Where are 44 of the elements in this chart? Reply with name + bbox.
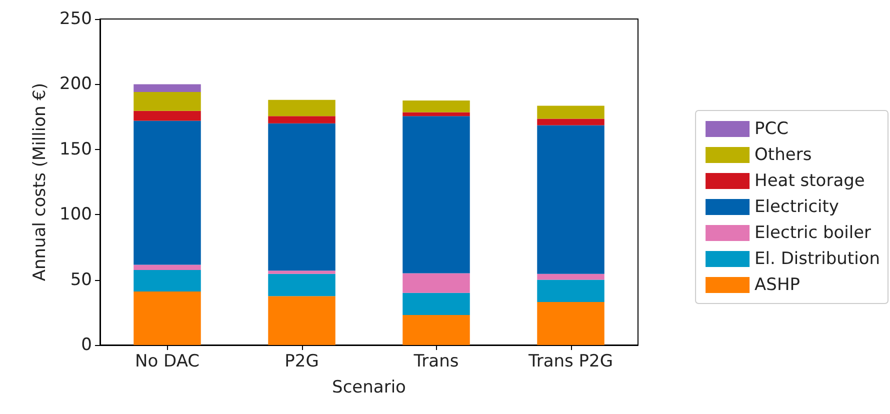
bar xyxy=(402,273,470,293)
y-tick-label: 200 xyxy=(60,74,92,94)
legend-label: ASHP xyxy=(754,275,800,295)
legend-label: Electric boiler xyxy=(754,223,872,243)
legend-label: Heat storage xyxy=(754,171,865,191)
legend-label: El. Distribution xyxy=(754,249,880,269)
bar xyxy=(537,106,604,119)
bar xyxy=(134,292,201,345)
y-tick-label: 0 xyxy=(81,335,92,355)
bar xyxy=(134,270,201,292)
y-tick-label: 150 xyxy=(60,139,92,160)
bar xyxy=(537,118,604,126)
bar xyxy=(134,120,201,265)
x-tick-label: Trans xyxy=(412,352,459,372)
y-tick-label: 100 xyxy=(60,204,92,225)
x-tick-label: No DAC xyxy=(134,352,200,372)
x-axis-title: Scenario xyxy=(332,378,406,398)
y-axis-title: Annual costs (Million €) xyxy=(30,82,50,282)
bar xyxy=(402,292,470,316)
legend-label: Others xyxy=(754,145,812,165)
y-tick-label: 50 xyxy=(70,270,92,290)
bar xyxy=(537,125,604,274)
legend-label: Electricity xyxy=(754,197,840,217)
bar xyxy=(268,270,336,274)
bar xyxy=(537,302,604,345)
bar xyxy=(402,116,470,274)
bar xyxy=(134,84,201,92)
legend-label: PCC xyxy=(754,119,789,139)
bar xyxy=(537,280,604,302)
y-tick-label: 250 xyxy=(60,9,92,29)
bar xyxy=(402,100,470,112)
bar xyxy=(268,274,336,296)
bar xyxy=(268,116,336,124)
bar xyxy=(268,123,336,271)
x-tick-label: Trans P2G xyxy=(527,352,614,372)
bar xyxy=(402,112,470,116)
bar xyxy=(268,296,336,345)
bar xyxy=(537,274,604,280)
bar xyxy=(134,110,201,121)
bar xyxy=(134,264,201,270)
bar xyxy=(268,100,336,116)
bar xyxy=(402,315,470,345)
x-tick-label: P2G xyxy=(284,352,319,372)
bar xyxy=(134,92,201,111)
